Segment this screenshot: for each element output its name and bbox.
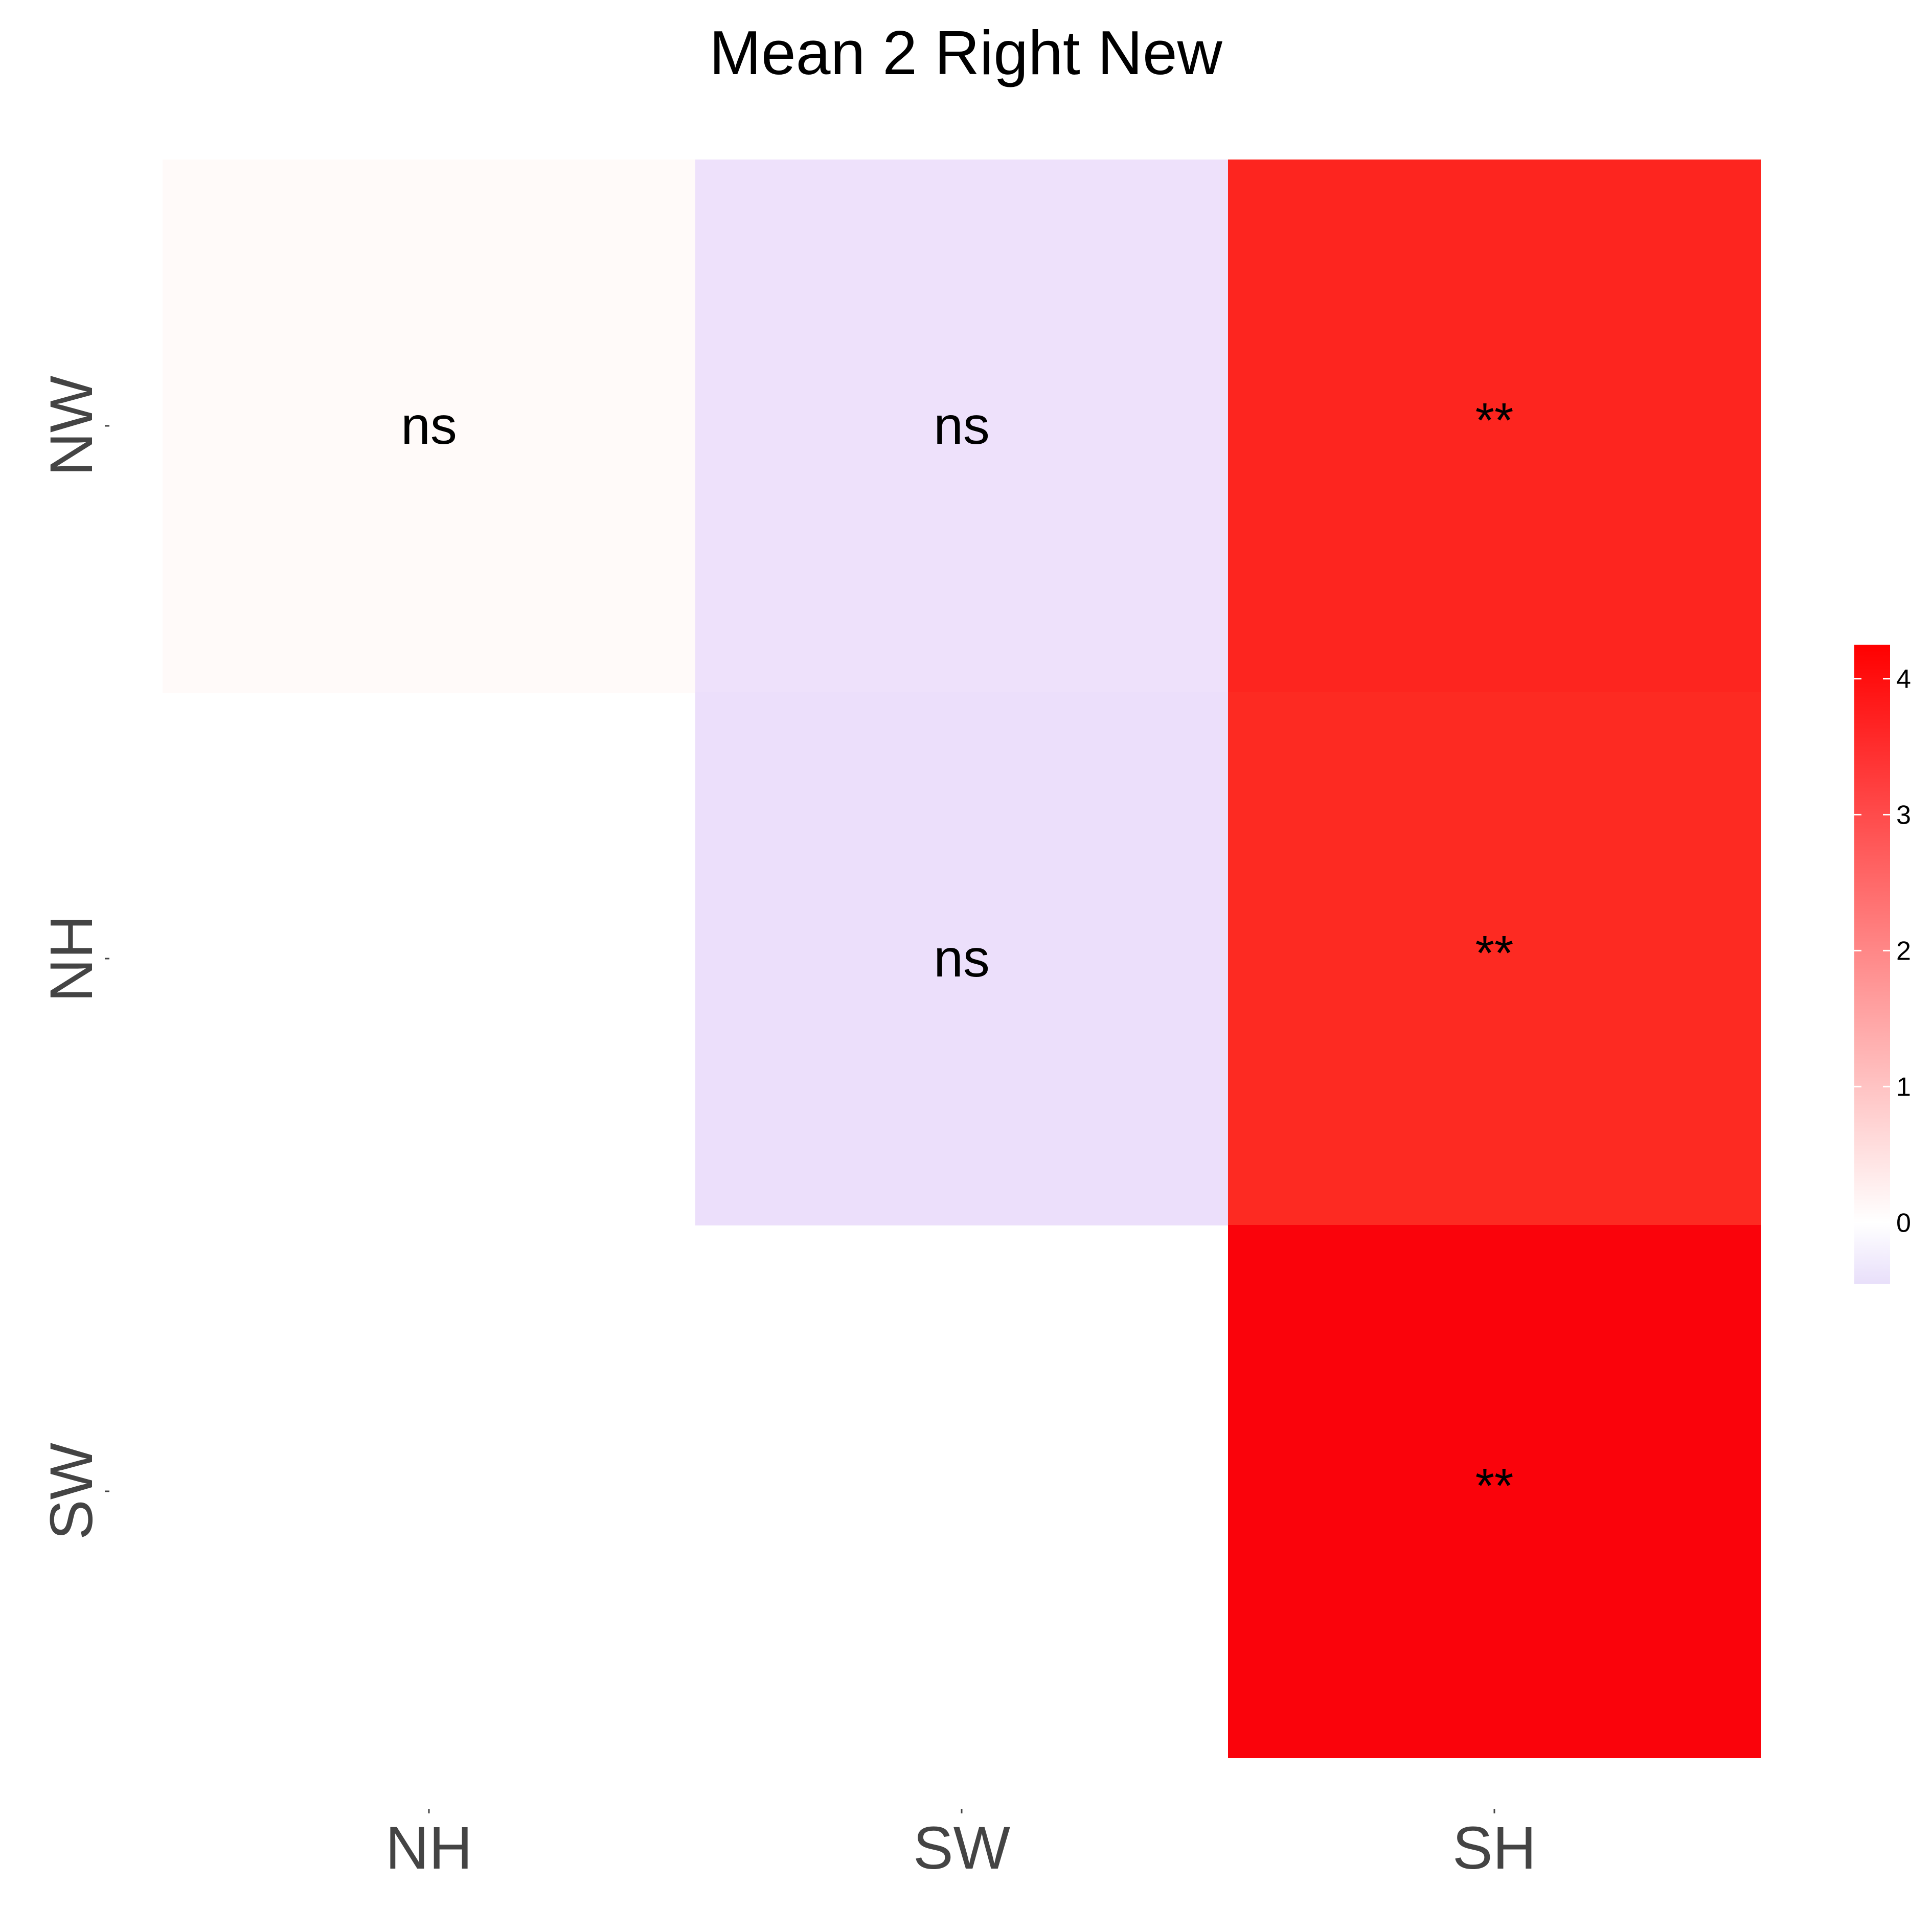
heatmap-cell-nh-sw [695,692,1229,1225]
y-tick-label-sw: SW [38,1443,105,1540]
x-tick-label-sh: SH [1452,1814,1536,1882]
heatmap-cell-nw-nh [163,160,696,693]
x-tick-label-nh: NH [385,1814,472,1882]
colorbar-tick-label-1: 1 [1896,1072,1911,1102]
cell-label-nh-sw: ns [934,929,990,988]
heatmap-cell-nw-sw [695,160,1229,693]
colorbar-tick-label-3: 3 [1896,800,1911,830]
x-axis: NH SW SH [385,1809,1536,1882]
chart-title: Mean 2 Right New [709,18,1222,87]
cell-label-nw-sh: ** [1475,393,1514,448]
x-tick-label-sw: SW [913,1814,1010,1882]
y-tick-label-nh: NH [38,915,105,1002]
cell-label-nw-nh: ns [401,396,457,456]
cell-label-sw-sh: ** [1475,1459,1514,1513]
heatmap-cell-nh-sh [1228,692,1761,1225]
heatmap-cell-sw-sh [1228,1225,1761,1758]
colorbar-gradient [1854,645,1890,1284]
colorbar-tick-label-2: 2 [1896,936,1911,966]
colorbar-tick-label-4: 4 [1896,664,1911,694]
cell-label-nh-sh: ** [1475,926,1514,981]
heatmap-cells: ns ns ** ns ** ** [163,160,1761,1758]
y-tick-label-nw: NW [38,376,105,476]
colorbar-tick-label-0: 0 [1896,1208,1911,1238]
colorbar: 0 1 2 3 4 [1854,645,1911,1284]
y-axis: NW NH SW [38,376,109,1540]
cell-label-nw-sw: ns [934,396,990,456]
heatmap-cell-nw-sh [1228,160,1761,693]
